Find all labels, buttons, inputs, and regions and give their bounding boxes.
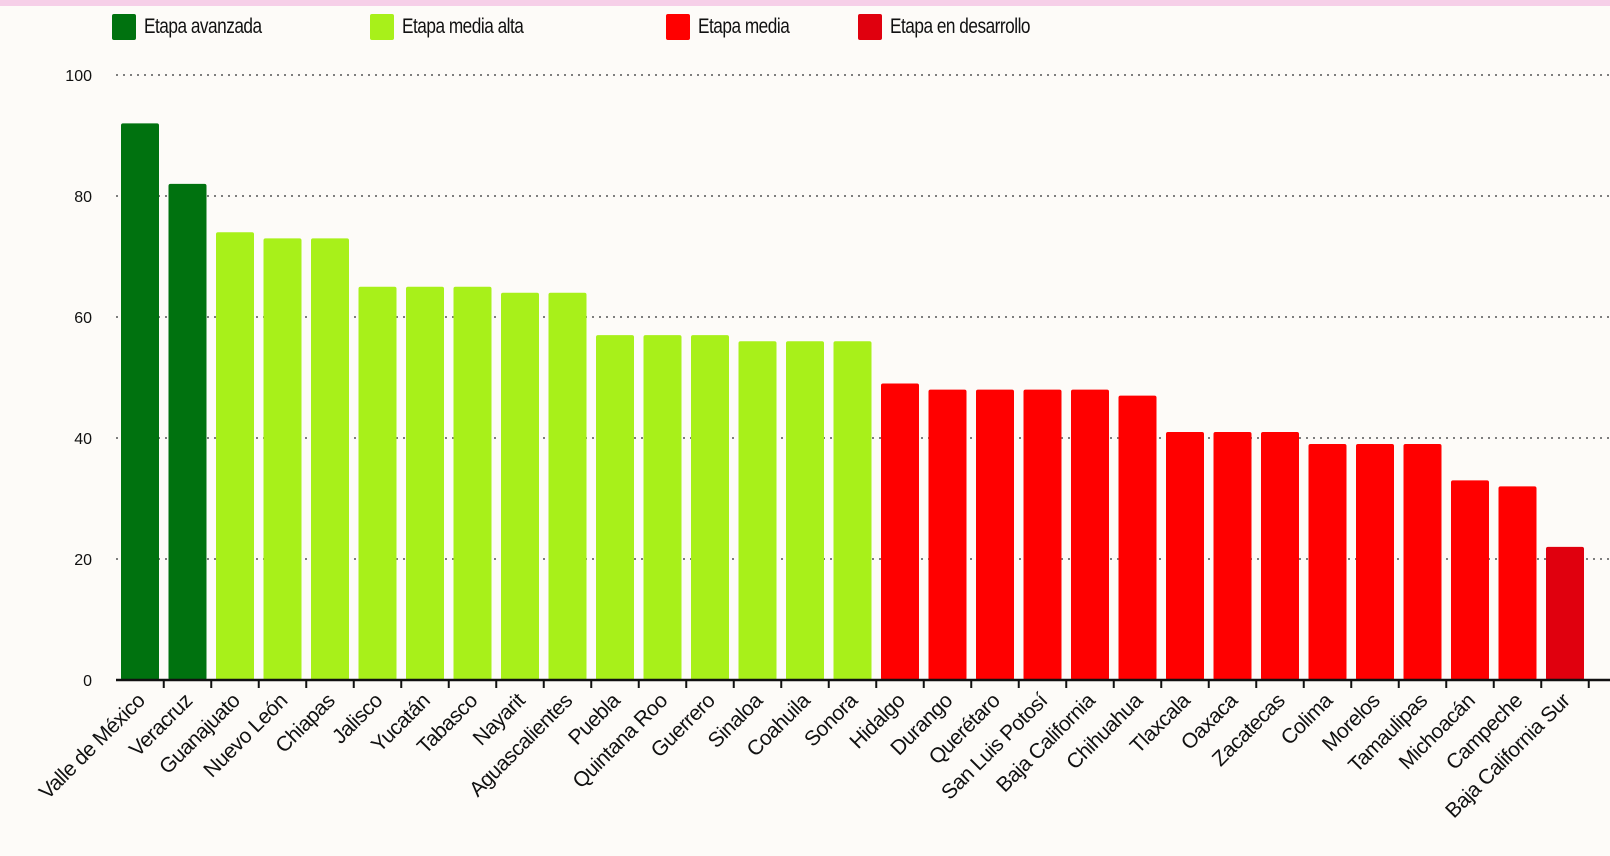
y-tick-label-20: 20 — [74, 552, 92, 569]
bar-2 — [216, 232, 254, 681]
bar-24 — [1261, 431, 1299, 680]
bar-9 — [548, 292, 587, 680]
bar-17 — [928, 389, 967, 680]
bar-3 — [263, 238, 302, 680]
bar-4 — [311, 238, 349, 680]
legend-item-media-alta: Etapa media alta — [370, 14, 550, 40]
y-tick-label-0: 0 — [83, 673, 92, 690]
legend-swatch-media — [666, 14, 690, 40]
bar-16 — [881, 383, 919, 680]
y-tick-label-100: 100 — [65, 68, 92, 85]
y-tick-label-60: 60 — [74, 310, 92, 327]
bar-1 — [168, 183, 207, 680]
bar-0 — [121, 123, 159, 680]
bar-22 — [1166, 431, 1204, 680]
bars — [121, 123, 1584, 681]
bar-30 — [1546, 546, 1584, 680]
legend-swatch-media-alta — [370, 14, 394, 40]
bar-10 — [596, 335, 634, 680]
legend-swatch-desarrollo — [858, 14, 882, 40]
bar-15 — [833, 341, 872, 680]
y-axis-ticks: 0 20 40 60 80 100 — [65, 68, 92, 690]
legend: Etapa avanzada Etapa media alta Etapa me… — [0, 10, 1610, 50]
legend-item-media: Etapa media — [666, 14, 809, 40]
y-tick-label-80: 80 — [74, 189, 92, 206]
y-tick-label-40: 40 — [74, 431, 92, 448]
bar-18 — [976, 389, 1014, 680]
bar-19 — [1023, 389, 1062, 680]
bar-20 — [1071, 389, 1109, 680]
bar-14 — [786, 341, 824, 680]
legend-label-avanzada: Etapa avanzada — [144, 15, 262, 38]
bar-5 — [358, 286, 397, 680]
legend-swatch-avanzada — [112, 14, 136, 40]
bar-25 — [1308, 444, 1347, 680]
bar-6 — [406, 286, 444, 680]
bar-29 — [1498, 486, 1537, 680]
legend-item-avanzada: Etapa avanzada — [112, 14, 287, 40]
x-axis-ticks — [162, 680, 1590, 688]
legend-label-media-alta: Etapa media alta — [402, 15, 524, 38]
bar-27 — [1403, 444, 1442, 680]
bar-23 — [1213, 431, 1252, 680]
bar-12 — [691, 335, 729, 680]
bar-7 — [453, 286, 492, 680]
bar-28 — [1451, 480, 1489, 680]
bar-26 — [1356, 444, 1394, 680]
bar-21 — [1118, 395, 1157, 680]
legend-item-desarrollo: Etapa en desarrollo — [858, 14, 1061, 40]
bar-11 — [643, 335, 682, 680]
bar-8 — [501, 292, 539, 680]
bar-13 — [738, 341, 777, 680]
top-border — [0, 0, 1610, 6]
legend-label-media: Etapa media — [698, 15, 790, 38]
legend-label-desarrollo: Etapa en desarrollo — [890, 15, 1031, 38]
